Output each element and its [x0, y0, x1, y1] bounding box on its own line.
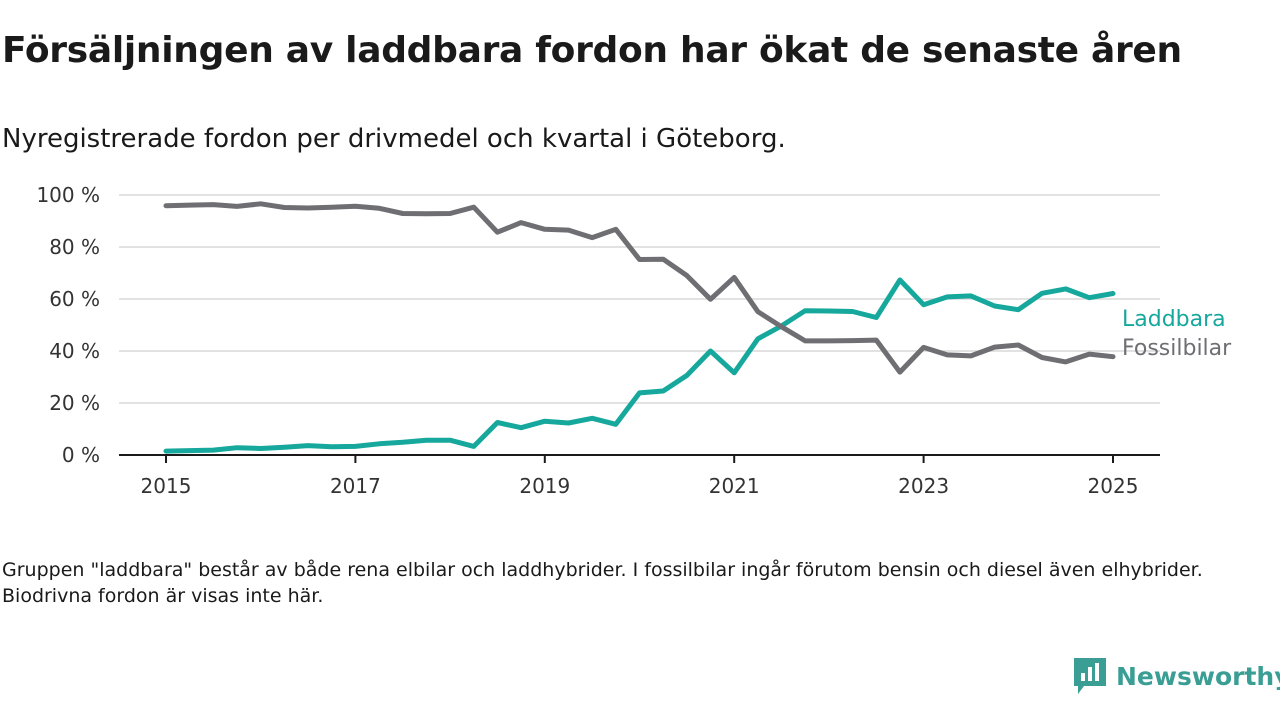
- brand-name: Newsworthy: [1116, 661, 1280, 691]
- y-tick-label: 80 %: [49, 235, 100, 259]
- chart-subtitle: Nyregistrerade fordon per drivmedel och …: [2, 124, 786, 154]
- brand-logo[interactable]: Newsworthy: [1072, 656, 1280, 696]
- gridlines: [119, 194, 1160, 404]
- series-labels: Laddbara Fossilbilar: [1122, 307, 1232, 361]
- chart-footnote: Gruppen "laddbara" består av både rena e…: [2, 559, 1203, 607]
- y-tick-label: 40 %: [49, 339, 100, 363]
- newsworthy-logo-icon: [1074, 658, 1106, 694]
- y-tick-label: 60 %: [49, 287, 100, 311]
- x-tick-label: 2023: [898, 474, 949, 498]
- line-chart: 0 % 20 % 40 % 60 % 80 % 100 % 2015 2017 2019 2021…: [36, 183, 1232, 498]
- x-tick-label: 2015: [141, 474, 192, 498]
- x-tick-label: 2017: [330, 474, 381, 498]
- series-line-laddbara: [163, 277, 1116, 454]
- series-lines: [163, 201, 1116, 454]
- x-tick-label: 2021: [709, 474, 760, 498]
- series-label-fossilbilar: Fossilbilar: [1122, 336, 1232, 361]
- x-tick-label: 2019: [519, 474, 570, 498]
- y-tick-label: 100 %: [36, 183, 100, 207]
- series-line-fossilbilar: [163, 201, 1116, 375]
- axes: 0 % 20 % 40 % 60 % 80 % 100 % 2015 2017 2019 2021…: [36, 183, 1160, 498]
- x-tick-label: 2025: [1088, 474, 1139, 498]
- y-tick-label: 0 %: [62, 443, 100, 467]
- series-label-laddbara: Laddbara: [1122, 307, 1226, 332]
- y-tick-label: 20 %: [49, 391, 100, 415]
- chart-title: Försäljningen av laddbara fordon har öka…: [2, 30, 1182, 71]
